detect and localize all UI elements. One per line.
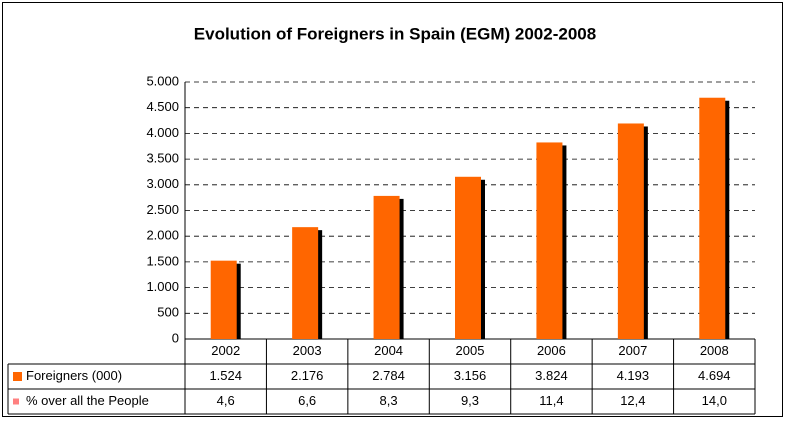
x-tick-label: 2007	[618, 343, 647, 358]
table-value: 6,6	[298, 393, 316, 408]
bar	[455, 176, 481, 339]
table-value: 8,3	[380, 393, 398, 408]
table-value: 4,6	[217, 393, 235, 408]
y-tick-label: 3.500	[146, 151, 179, 166]
y-tick-label: 2.500	[146, 202, 179, 217]
x-tick-label: 2004	[374, 343, 403, 358]
chart-title: Evolution of Foreigners in Spain (EGM) 2…	[194, 24, 596, 43]
table-value: 14,0	[702, 393, 727, 408]
x-tick-label: 2003	[293, 343, 322, 358]
y-tick-label: 4.000	[146, 125, 179, 140]
table-value: 1.524	[209, 368, 242, 383]
y-tick-label: 2.000	[146, 228, 179, 243]
legend-swatch	[13, 372, 22, 381]
legend-label: Foreigners (000)	[26, 368, 122, 383]
y-tick-label: 4.500	[146, 99, 179, 114]
bar	[699, 97, 726, 340]
table-value: 11,4	[539, 393, 563, 408]
table-value: 9,3	[461, 393, 479, 408]
y-tick-label: 0	[172, 330, 179, 345]
x-tick-label: 2002	[211, 343, 240, 358]
x-tick-label: 2008	[700, 343, 729, 358]
bar	[617, 123, 644, 339]
bar	[210, 260, 237, 339]
table-value: 4.193	[617, 368, 650, 383]
y-tick-label: 1.500	[146, 253, 179, 268]
bar	[373, 195, 400, 339]
table-value: 3.824	[535, 368, 568, 383]
bar	[536, 142, 563, 339]
y-tick-label: 5.000	[146, 73, 179, 88]
legend-label: % over all the People	[26, 393, 149, 408]
y-tick-label: 1.000	[146, 279, 179, 294]
y-tick-label: 3.000	[146, 176, 179, 191]
table-value: 2.784	[372, 368, 405, 383]
bar	[292, 227, 319, 339]
x-tick-label: 2005	[456, 343, 485, 358]
legend-swatch	[13, 398, 19, 405]
table-value: 2.176	[291, 368, 324, 383]
table-value: 3.156	[454, 368, 487, 383]
y-tick-label: 500	[157, 305, 179, 320]
x-tick-label: 2006	[537, 343, 566, 358]
table-value: 4.694	[698, 368, 731, 383]
table-value: 12,4	[620, 393, 645, 408]
